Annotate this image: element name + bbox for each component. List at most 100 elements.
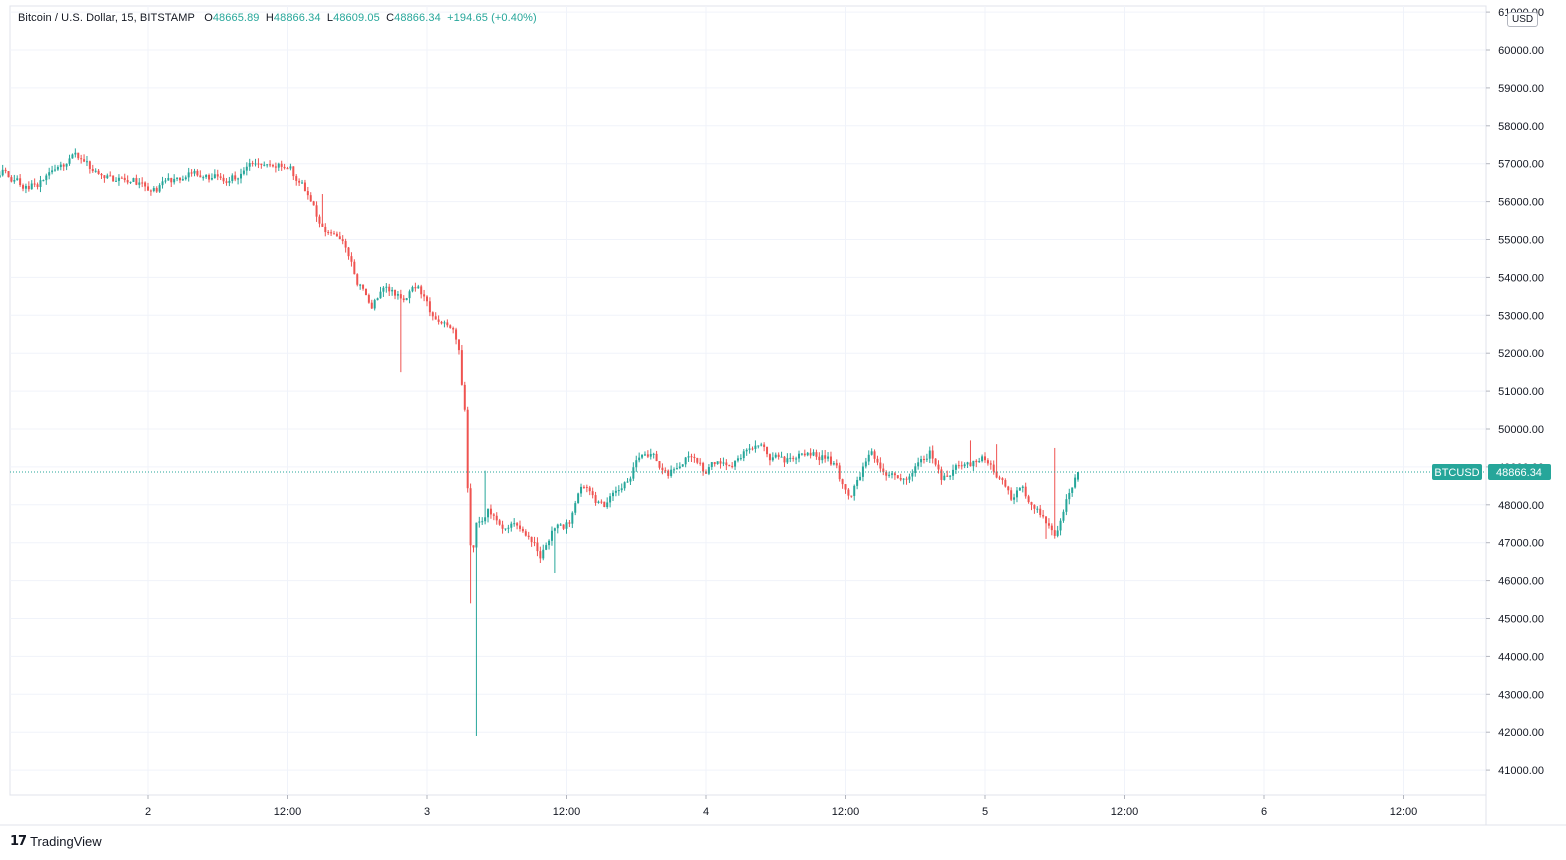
candle [295,174,298,186]
candle [533,536,536,547]
candle-body [152,188,155,191]
candle [1056,525,1059,538]
candle [940,466,943,485]
candle [585,484,588,493]
candle [94,168,97,173]
candle-body [1024,486,1027,497]
candle-body [394,289,397,296]
candle [588,485,591,496]
candle-body [513,523,516,525]
candle [594,491,597,506]
candle-body [463,384,466,410]
candle-body [478,521,481,523]
candle-body [643,454,646,456]
candle-body [893,473,896,476]
candle-body [1077,471,1079,480]
candle-body [553,528,556,531]
tradingview-brand[interactable]: 17 TradingView [10,834,102,849]
candle [248,158,251,171]
candle [161,176,164,189]
candle [603,501,606,508]
candle [562,524,565,531]
candle [853,484,856,501]
candle [85,155,88,167]
candle-body [952,469,955,476]
candle-body [324,226,327,233]
candle-body [1001,478,1004,481]
tradingview-logo-icon: 17 [10,834,27,849]
candle [216,169,219,181]
candle-body [498,520,501,525]
x-tick-label: 5 [982,806,988,818]
y-tick-label: 44000.00 [1498,651,1544,663]
candle [411,285,414,293]
candle-body [978,461,981,463]
candle [981,454,984,463]
candle-body [245,166,248,171]
ticker-tag [1432,463,1482,480]
candle [309,192,312,202]
candle [1021,485,1024,493]
candle-body [431,312,434,317]
candle-body [516,523,519,526]
candle-body [109,175,112,177]
candle-body [353,261,356,275]
candle-body [1036,508,1039,510]
candle [617,485,620,496]
candle-body [472,545,475,548]
candle-body [981,456,984,462]
candle [1062,509,1065,523]
candle-body [202,177,205,179]
candle-body [771,457,774,461]
candle-body [678,466,681,469]
currency-badge[interactable]: USD [1507,12,1539,27]
candle-body [757,445,760,447]
candle [155,186,158,193]
candle [434,312,437,320]
candle-body [54,169,56,171]
candle-body [783,456,786,463]
candle-body [582,486,585,488]
candle-body [675,468,678,470]
candle [333,230,335,235]
candle [196,169,199,177]
candle [190,169,193,177]
candle-body [702,463,705,472]
candle-body [138,182,141,185]
candle [559,523,562,526]
candle-body [376,298,379,301]
candle-body [838,465,841,480]
candle-body [216,174,219,177]
candle [475,522,478,736]
candle-body [428,301,431,313]
symbol-title[interactable]: Bitcoin / U.S. Dollar, 15, BITSTAMP [18,12,195,24]
candle [36,182,39,190]
candle [228,176,231,187]
candle [27,181,30,192]
candle-body [995,471,998,478]
candle-body [521,528,524,532]
candle [614,486,617,497]
candle-body [873,451,876,459]
candle [960,461,963,470]
candle [739,454,742,461]
candle [199,170,202,178]
price-axis[interactable]: 41000.00 42000.00 43000.00 44000.00 45000.00… [1485,6,1544,825]
candle [266,164,269,168]
candle-body [126,180,129,183]
candle [283,163,286,170]
candle [164,177,167,184]
close-value: 48866.34 [394,12,441,24]
candle-body [234,175,237,180]
candle-body [501,524,504,529]
candle-body [899,477,902,480]
candle-body [885,472,888,476]
time-axis[interactable]: 2 12:00 3 12:00 4 12:00 5 12:00 6 12:00 [145,795,1417,818]
candle [97,168,100,175]
candle [460,344,463,386]
candle-body [946,475,949,477]
candle-body [530,536,533,543]
candle [702,461,705,476]
candle [992,460,995,475]
